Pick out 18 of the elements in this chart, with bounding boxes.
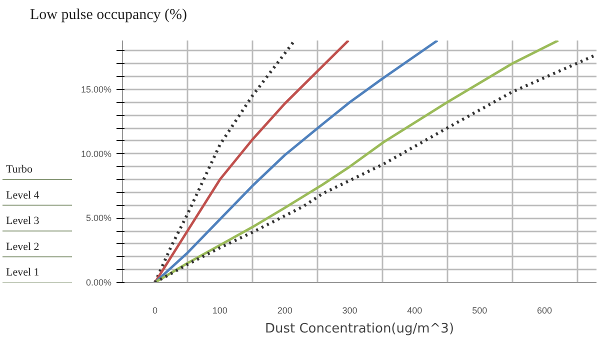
x-tick-label: 600 [537,306,552,316]
x-tick-label: 500 [472,306,488,316]
y-tick-label: 0.00% [86,278,112,288]
x-tick-label: 0 [152,306,158,316]
ref-line-label: Level 3 [6,215,40,228]
x-tick-label: 400 [407,306,422,316]
x-tick-label: 100 [212,306,228,316]
ref-line-label: Turbo [6,164,33,176]
ref-line-label: Level 1 [6,266,40,278]
chart-title: Low pulse occupancy (%) [30,6,188,25]
y-tick-label: 5.00% [86,213,112,224]
y-tick-label: 15.00% [80,84,112,94]
ref-line-label: Level 2 [6,240,40,253]
ref-line-label: Level 4 [6,189,40,202]
x-tick-label: 300 [342,306,358,316]
x-tick-label: 200 [277,306,292,316]
y-tick-label: 10.00% [80,148,112,159]
x-axis-title: Dust Concentration(ug/m^3) [264,322,454,336]
